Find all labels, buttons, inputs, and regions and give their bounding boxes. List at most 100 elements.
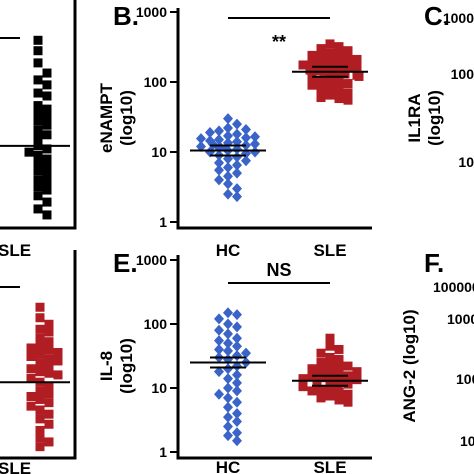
panel-b-ylabel-line1: eNAMPT	[97, 82, 116, 153]
panel-e-hc-point	[214, 366, 224, 378]
panel-b-sle-point	[325, 48, 335, 58]
panel-d-sle-point	[44, 337, 54, 347]
panel-e-significance-label: NS	[266, 260, 291, 280]
panel-d-sle-point	[44, 409, 54, 419]
panel-c: C. 1000 100 10 IL1RA (log10)	[405, 1, 474, 170]
panel-e-hc-point	[232, 396, 242, 408]
panel-b-category-sle: SLE	[313, 241, 346, 260]
panel-b-letter: B.	[113, 1, 139, 31]
panel-a-axes	[0, 0, 77, 230]
panel-e-sle-point	[334, 362, 344, 372]
panel-b-sle-point	[316, 76, 326, 86]
panel-b-hc-point	[223, 178, 233, 190]
panel-b-sle-point	[334, 57, 344, 67]
panel-e-sle-point	[316, 365, 326, 375]
panel-b-sle-point	[334, 77, 344, 87]
panel-b-sle-point	[348, 63, 358, 73]
panel-d-sle-point	[35, 442, 45, 452]
panel-b-sle-point	[316, 44, 326, 54]
panel-d-sle-point	[35, 313, 45, 323]
panel-b-tick-label-100: 100	[144, 74, 168, 90]
panel-b-sle-point	[340, 69, 350, 79]
panel-b-hc-point	[241, 132, 251, 144]
panel-e-y-ticks: 1000 100 10 1	[136, 252, 178, 460]
panel-a-sle-point	[24, 147, 34, 157]
panel-b-hc-point	[223, 122, 233, 134]
panel-b-hc-point	[232, 118, 242, 130]
panel-b-sle-point	[334, 49, 344, 59]
panel-e-hc-point	[232, 350, 242, 362]
panel-a-sle-point	[42, 210, 52, 220]
panel-e-hc-point	[214, 335, 224, 347]
panel-d-sle-point	[26, 373, 36, 383]
panel-e-hc-point	[232, 309, 242, 321]
panel-b-sle-point	[333, 68, 343, 78]
panel-e-hc-point	[232, 385, 242, 397]
panel-e-hc-point	[223, 307, 233, 319]
panel-a-sle-point	[42, 154, 52, 164]
panel-b-tick-label-1: 1	[159, 214, 167, 230]
panel-e-sle-point	[325, 352, 335, 362]
panel-d-sle-point	[35, 414, 45, 424]
panel-e: E. 1000 100 10 1 IL-8 (log10) HC SLE NS	[97, 248, 372, 474]
panel-d-sle-point	[44, 327, 54, 337]
panel-c-tick-100: 100	[451, 66, 474, 82]
panel-e-sle-point	[325, 383, 335, 393]
panel-b: B. 1000 100 10 1 eNAMPT (log10) HC SLE **	[97, 1, 372, 260]
panel-d-sle-point	[44, 398, 54, 408]
panel-e-hc-point	[214, 324, 224, 336]
panel-e-sle-point	[343, 379, 353, 389]
panel-b-tick-label-1000: 1000	[136, 4, 167, 20]
panel-e-hc-point	[232, 415, 242, 427]
panel-d-sle-point	[53, 370, 63, 380]
panel-d-sle-point	[44, 319, 54, 329]
panel-d-sle-point	[26, 343, 36, 353]
panel-e-hc-point	[223, 430, 233, 442]
panel-a-category-label: SLE	[0, 241, 31, 260]
panel-e-sle-point	[325, 391, 335, 401]
panel-e-sle-point	[298, 382, 308, 392]
panel-a-sle-point	[33, 151, 43, 161]
panel-e-hc-point	[232, 407, 242, 419]
panel-d-sle-point	[44, 437, 54, 447]
panel-a-sle-point	[42, 112, 52, 122]
panel-e-sle-point	[316, 393, 326, 403]
panel-d-sle-point	[53, 347, 63, 357]
panel-b-hc-point	[241, 155, 251, 167]
panel-b-hc-point	[214, 134, 224, 146]
panel-b-sle-point	[307, 50, 317, 60]
panel-a-sle-point	[33, 182, 43, 192]
panel-f: F. 100000 10000 1000 100 ANG-2 (log10)	[400, 248, 474, 449]
panel-b-hc-point	[250, 131, 260, 143]
panel-b-hc-point	[214, 164, 224, 176]
panel-b-hc-point	[223, 113, 233, 125]
panel-a-sle-point	[42, 197, 52, 207]
panel-b-sle-point	[305, 65, 315, 75]
panel-a-sle-point	[33, 46, 43, 56]
panel-b-hc-point	[232, 128, 242, 140]
panel-a-sle-point	[33, 35, 43, 45]
panel-e-ylabel-line2: (log10)	[117, 338, 136, 394]
panel-d-sle-point	[44, 361, 54, 371]
panel-e-hc-point	[223, 345, 233, 357]
panel-b-hc-point	[223, 170, 233, 182]
panel-a-sle-point	[42, 104, 52, 114]
panel-d-category-label: SLE	[0, 459, 31, 474]
panel-b-hc-point	[196, 133, 206, 145]
panel-e-category-hc: HC	[216, 458, 241, 474]
panel-b-hc-point	[223, 130, 233, 142]
panel-e-hc-point	[232, 332, 242, 344]
panel-d-axes	[0, 250, 77, 460]
panel-d-sle-point	[35, 302, 45, 312]
panel-d-sle-point	[26, 401, 36, 411]
panel-b-hc-point	[232, 159, 242, 171]
panel-e-sle-point	[316, 384, 326, 394]
panel-e-axes	[176, 255, 372, 460]
panel-e-sle-point	[325, 368, 335, 378]
panel-b-y-ticks: 1000 100 10 1	[136, 4, 178, 230]
panel-f-tick-100000: 100000	[433, 279, 474, 295]
panel-a-sle-point	[33, 191, 43, 201]
panel-a-sle-point	[33, 125, 43, 135]
panel-b-sle-point	[325, 39, 335, 49]
panel-a-sle-point	[42, 80, 52, 90]
